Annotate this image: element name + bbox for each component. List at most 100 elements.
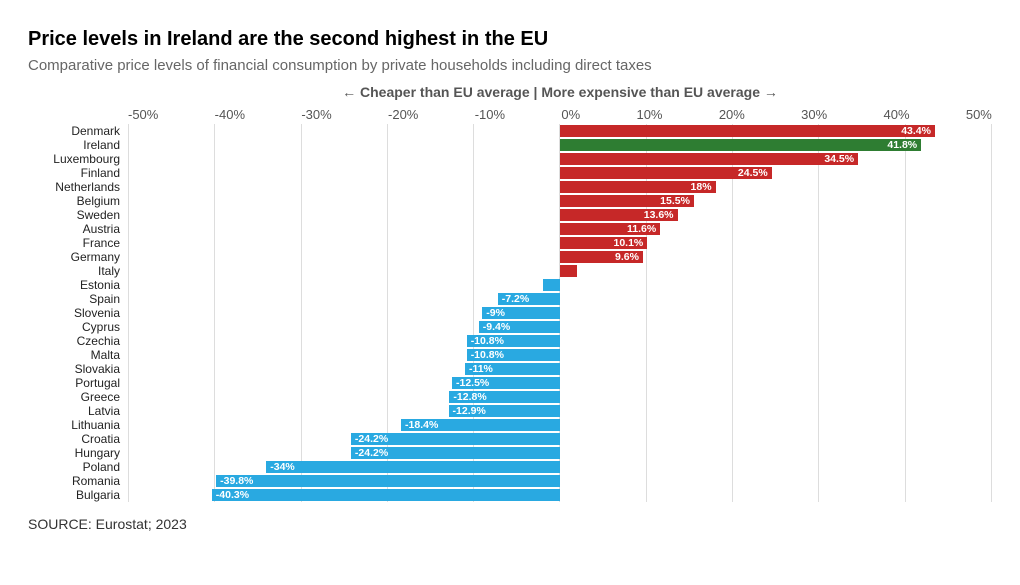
direction-label: ← Cheaper than EU average | More expensi… xyxy=(342,84,778,100)
country-label: Estonia xyxy=(28,278,128,292)
bar-slot: 24.5% xyxy=(128,166,992,180)
chart-source: SOURCE: Eurostat; 2023 xyxy=(28,516,992,532)
x-tick-label: 0% xyxy=(561,107,580,122)
x-tick-label: 30% xyxy=(801,107,827,122)
value-label: 9.6% xyxy=(611,250,643,264)
country-label: Bulgaria xyxy=(28,488,128,502)
value-label: -7.2% xyxy=(498,292,533,306)
country-label: France xyxy=(28,236,128,250)
value-label: -12.9% xyxy=(449,404,490,418)
bar-slot: 34.5% xyxy=(128,152,992,166)
value-label: -24.2% xyxy=(351,446,392,460)
value-label: 24.5% xyxy=(734,166,772,180)
bar-slot: -39.8% xyxy=(128,474,992,488)
value-label: -18.4% xyxy=(401,418,442,432)
x-tick-label: -50% xyxy=(128,107,158,122)
bar-slot: -18.4% xyxy=(128,418,992,432)
country-label: Slovenia xyxy=(28,306,128,320)
country-label: Finland xyxy=(28,166,128,180)
bar xyxy=(212,489,560,501)
value-label: -39.8% xyxy=(216,474,257,488)
x-tick-label: 20% xyxy=(719,107,745,122)
country-label: Latvia xyxy=(28,404,128,418)
country-label: Romania xyxy=(28,474,128,488)
country-label: Luxembourg xyxy=(28,152,128,166)
bar xyxy=(266,461,560,473)
value-label: -9.4% xyxy=(479,320,514,334)
value-label: -12.5% xyxy=(452,376,493,390)
country-label: Greece xyxy=(28,390,128,404)
country-label: Czechia xyxy=(28,334,128,348)
bar xyxy=(216,475,560,487)
value-label: 18% xyxy=(687,180,716,194)
value-label: -10.8% xyxy=(467,348,508,362)
country-label: Sweden xyxy=(28,208,128,222)
value-label: 15.5% xyxy=(656,194,694,208)
value-label: 41.8% xyxy=(883,138,921,152)
bar-slot: -12.8% xyxy=(128,390,992,404)
x-tick-label: -30% xyxy=(301,107,331,122)
x-tick-label: -20% xyxy=(388,107,418,122)
chart-subtitle: Comparative price levels of financial co… xyxy=(28,57,992,74)
value-label: 11.6% xyxy=(623,222,660,236)
bar-slot: -24.2% xyxy=(128,432,992,446)
country-label: Lithuania xyxy=(28,418,128,432)
x-tick-label: 10% xyxy=(636,107,662,122)
value-label: 43.4% xyxy=(897,124,935,138)
bar xyxy=(543,279,560,291)
bar-slot: -40.3% xyxy=(128,488,992,502)
bar xyxy=(560,139,921,151)
country-label: Belgium xyxy=(28,194,128,208)
bar-slot: -11% xyxy=(128,362,992,376)
x-tick-label: 40% xyxy=(884,107,910,122)
value-label: -24.2% xyxy=(351,432,392,446)
chart-container: ← Cheaper than EU average | More expensi… xyxy=(28,84,992,502)
bar-slot: 15.5% xyxy=(128,194,992,208)
value-label: -40.3% xyxy=(212,488,253,502)
x-tick-label: 50% xyxy=(966,107,992,122)
bar-slot xyxy=(128,264,992,278)
bar-slot: -24.2% xyxy=(128,446,992,460)
x-axis: -50% -40% -30% -20% -10% 0% 10% 20% 30% 40% 50% xyxy=(28,104,992,124)
x-tick-label: -10% xyxy=(475,107,505,122)
country-label: Austria xyxy=(28,222,128,236)
bar xyxy=(560,153,858,165)
value-label: 10.1% xyxy=(609,236,647,250)
bar-slot: 13.6% xyxy=(128,208,992,222)
value-label: -34% xyxy=(266,460,299,474)
chart-title: Price levels in Ireland are the second h… xyxy=(28,28,992,51)
country-label: Spain xyxy=(28,292,128,306)
bar-slot: -7.2% xyxy=(128,292,992,306)
bar-slot: 43.4% xyxy=(128,124,992,138)
country-label: Ireland xyxy=(28,138,128,152)
country-label: Cyprus xyxy=(28,320,128,334)
bar-slot: -10.8% xyxy=(128,334,992,348)
country-label: Malta xyxy=(28,348,128,362)
country-label: Germany xyxy=(28,250,128,264)
value-label: -11% xyxy=(465,362,497,376)
bar-slot: 41.8% xyxy=(128,138,992,152)
bar-slot: -10.8% xyxy=(128,348,992,362)
bar-slot: 18% xyxy=(128,180,992,194)
country-label: Croatia xyxy=(28,432,128,446)
bar-slot: 11.6% xyxy=(128,222,992,236)
country-label: Portugal xyxy=(28,376,128,390)
bar-slot: -9.4% xyxy=(128,320,992,334)
country-label: Hungary xyxy=(28,446,128,460)
bar-slot: 10.1% xyxy=(128,236,992,250)
bar xyxy=(560,125,935,137)
bar-slot: -12.9% xyxy=(128,404,992,418)
value-label: 34.5% xyxy=(820,152,858,166)
country-label: Poland xyxy=(28,460,128,474)
bar-slot: 9.6% xyxy=(128,250,992,264)
bar-slot: -12.5% xyxy=(128,376,992,390)
value-label: -12.8% xyxy=(449,390,490,404)
bar xyxy=(560,265,577,277)
country-label: Slovakia xyxy=(28,362,128,376)
country-label: Netherlands xyxy=(28,180,128,194)
x-tick-label: -40% xyxy=(215,107,245,122)
value-label: -9% xyxy=(482,306,509,320)
y-axis-labels: DenmarkIrelandLuxembourgFinlandNetherlan… xyxy=(28,124,128,502)
bar-slot: -34% xyxy=(128,460,992,474)
country-label: Denmark xyxy=(28,124,128,138)
